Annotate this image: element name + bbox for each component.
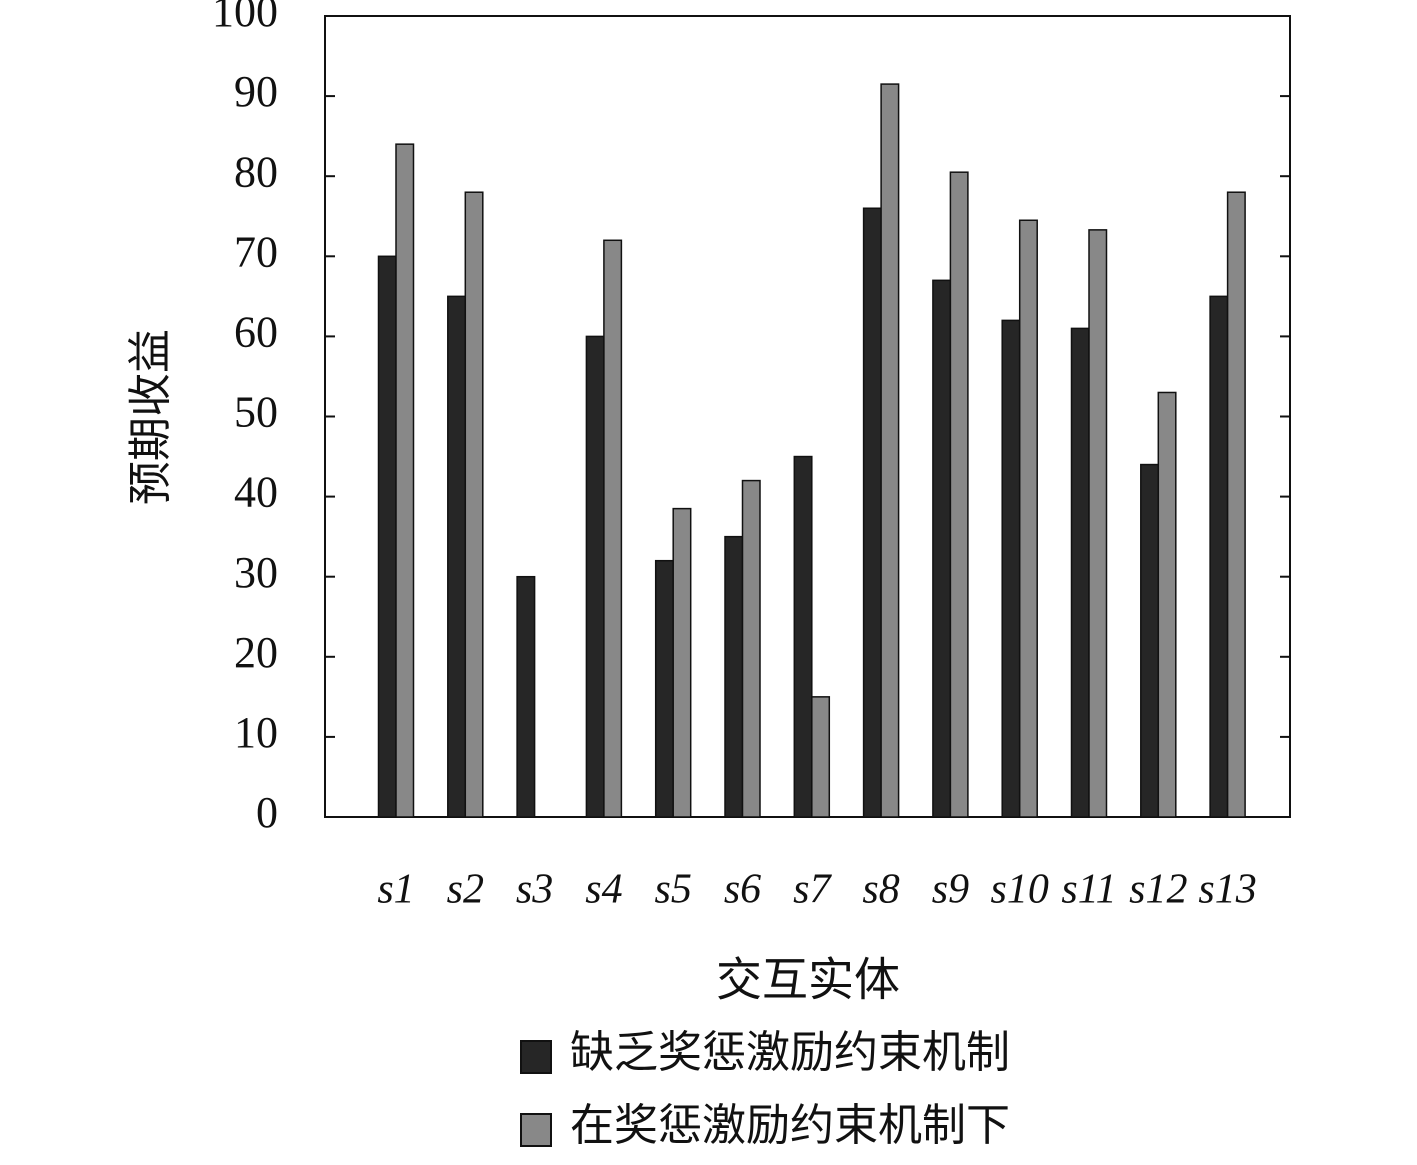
y-tick-label: 60: [234, 307, 278, 356]
bar: [672, 507, 692, 818]
y-tick-label: 20: [234, 628, 278, 677]
x-axis-label: 交互实体: [716, 955, 900, 1006]
x-tick-label: s13: [1198, 867, 1256, 913]
y-tick-label: 80: [234, 147, 278, 196]
bar: [949, 171, 969, 818]
x-tick-label: s7: [793, 867, 832, 913]
x-tick-label: s11: [1061, 867, 1116, 913]
bar: [811, 696, 831, 818]
y-tick-label: 30: [234, 548, 278, 597]
x-tick-label: s6: [724, 867, 761, 913]
y-tick-label: 40: [234, 468, 278, 517]
bar: [793, 455, 813, 818]
x-tick-label: s8: [862, 867, 899, 913]
y-tick-label: 90: [234, 67, 278, 116]
bar: [862, 207, 882, 818]
bar: [447, 295, 467, 818]
bar: [880, 83, 900, 818]
bar: [395, 143, 415, 818]
bar: [1088, 229, 1108, 818]
x-tick-label: s2: [447, 867, 484, 913]
bar: [603, 239, 623, 818]
legend-label: 在奖惩激励约束机制下: [570, 1101, 1010, 1150]
bar: [1018, 219, 1038, 818]
bar: [741, 479, 761, 818]
x-tick-label: s9: [932, 867, 969, 913]
legend-swatch: [520, 1113, 552, 1147]
x-tick-label: s12: [1129, 867, 1187, 913]
y-tick-label: 70: [234, 227, 278, 276]
y-tick-label: 100: [212, 0, 278, 36]
x-tick-label: s1: [377, 867, 414, 913]
bar: [1157, 391, 1177, 818]
bar: [1209, 295, 1229, 818]
x-tick-label: s5: [655, 867, 692, 913]
y-tick-label: 10: [234, 708, 278, 757]
bar: [464, 191, 484, 818]
y-tick-label: 0: [256, 788, 278, 837]
y-axis-label: 预期收益: [126, 329, 175, 505]
legend-label: 缺乏奖惩激励约束机制: [570, 1028, 1010, 1077]
bar: [1001, 319, 1021, 818]
bar: [1070, 327, 1090, 818]
y-tick-label: 50: [234, 388, 278, 437]
bar: [516, 575, 536, 818]
bar: [724, 535, 744, 818]
bar: [585, 335, 605, 818]
bar: [654, 559, 674, 818]
bar: [377, 255, 397, 818]
bar: [1140, 463, 1160, 818]
bar: [932, 279, 952, 818]
x-tick-label: s4: [585, 867, 622, 913]
x-tick-label: s10: [991, 867, 1049, 913]
bar: [1226, 191, 1246, 818]
x-tick-label: s3: [516, 867, 553, 913]
legend-swatch: [520, 1040, 552, 1074]
